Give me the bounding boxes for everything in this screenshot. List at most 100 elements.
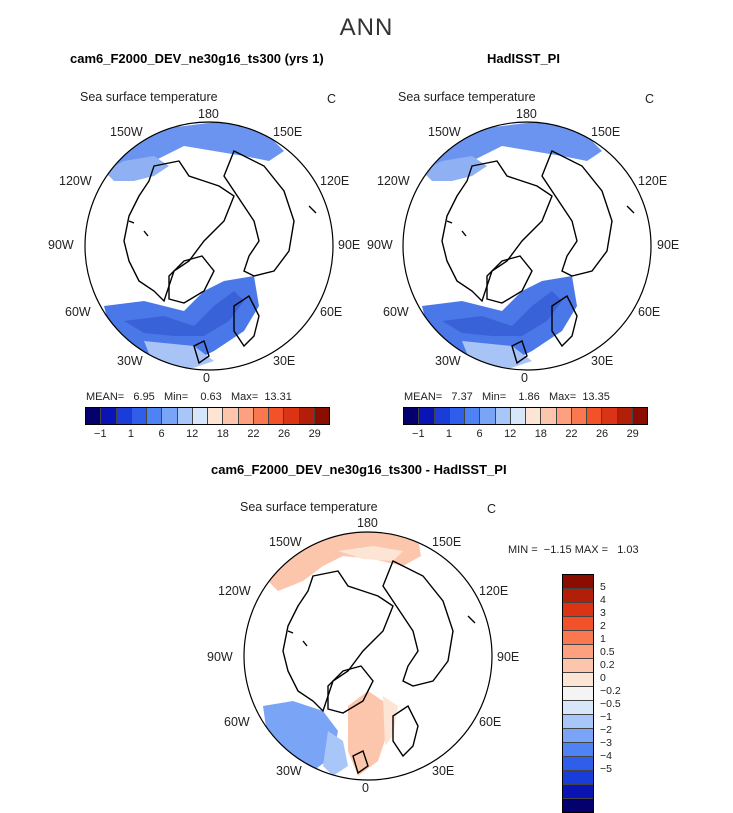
diff-colorbar-tick: 0.5 — [600, 646, 615, 658]
diff-colorbar-tick: 4 — [600, 594, 606, 606]
panel1-lon-90e: 90E — [338, 238, 361, 252]
coastline-greenland — [168, 255, 215, 304]
panel2-colorbar-swatch — [404, 408, 420, 424]
diff-colorbar-swatch — [563, 715, 593, 729]
diff-max: 1.03 — [617, 544, 639, 556]
panel2-colorbar-swatch — [587, 408, 603, 424]
panel2-colorbar-swatch — [510, 408, 526, 424]
panel1-units: C — [327, 92, 337, 106]
diff-atlantic-light-negative — [323, 731, 348, 776]
coastline-islands — [287, 615, 476, 647]
panel2-units: C — [645, 92, 655, 106]
panel1-colorbar-swatch — [238, 408, 254, 424]
diff-lon-120w: 120W — [218, 584, 251, 598]
panel2-lon-30e: 30E — [591, 354, 614, 368]
diff-colorbar-tick: 0 — [600, 672, 606, 684]
panel2-colorbar-tick: 29 — [626, 428, 639, 440]
panel1-colorbar-tick: 6 — [158, 428, 165, 440]
panel1-colorbar-tick: −1 — [94, 428, 107, 440]
diff-colorbar-swatch — [563, 743, 593, 757]
diff-colorbar — [562, 574, 594, 813]
panel1-colorbar-ticks: −1 1 6 12 18 22 26 29 — [85, 428, 330, 442]
diff-colorbar-swatch — [563, 757, 593, 771]
diff-pacific-light-region — [338, 546, 403, 561]
panel1-lon-120e: 120E — [320, 174, 350, 188]
diff-lon-90w: 90W — [207, 650, 233, 664]
diff-panel-variable: Sea surface temperature — [240, 500, 378, 514]
diff-lon-0: 0 — [362, 781, 369, 795]
coastline-scandinavia — [233, 294, 260, 348]
panel2-lon-180: 180 — [516, 107, 537, 121]
panel2-colorbar-tick: 22 — [565, 428, 578, 440]
panel1-lon-150e: 150E — [273, 125, 303, 139]
coastline-britain — [352, 750, 369, 775]
diff-colorbar-swatch — [563, 729, 593, 743]
diff-panel-stats: MIN = −1.15 MAX = 1.03 — [508, 544, 639, 556]
coastline-britain — [511, 340, 528, 365]
diff-nordic-light-region — [383, 696, 398, 746]
panel1-colorbar-swatch — [269, 408, 285, 424]
panel2-colorbar-swatch — [556, 408, 572, 424]
panel2-lon-90e: 90E — [657, 238, 680, 252]
panel1-colorbar-tick: 22 — [247, 428, 260, 440]
panel2-colorbar-swatch — [495, 408, 511, 424]
panel1-variable: Sea surface temperature — [80, 90, 218, 104]
panel2-colorbar-swatch — [541, 408, 557, 424]
panel1-stats: MEAN= 6.95 Min= 0.63 Max= 13.31 — [86, 391, 292, 403]
atlantic-cold-region — [124, 291, 244, 336]
panel1-colorbar-tick: 12 — [186, 428, 199, 440]
panel1-lon-150w: 150W — [110, 125, 143, 139]
panel1-min: 0.63 — [200, 391, 222, 403]
panel1-colorbar-tick: 29 — [308, 428, 321, 440]
panel1-lon-120w: 120W — [59, 174, 92, 188]
panel2-colorbar-swatch — [526, 408, 542, 424]
panel2-stats: MEAN= 7.37 Min= 1.86 Max= 13.35 — [404, 391, 610, 403]
coastline-scandinavia — [551, 294, 578, 348]
panel1-colorbar-swatch — [86, 408, 102, 424]
diff-colorbar-tick: 5 — [600, 581, 606, 593]
coastline-greenland — [327, 665, 374, 714]
coastline-scandinavia — [392, 704, 419, 758]
diff-colorbar-swatch — [563, 687, 593, 701]
panel1-colorbar-tick: 26 — [277, 428, 291, 440]
panel2-lon-60e: 60E — [638, 305, 661, 319]
panel1-colorbar-tick: 1 — [127, 428, 134, 440]
diff-colorbar-ticks: 5 4 3 2 1 0.5 0.2 0 −0.2 −0.5 −1 −2 −3 −4 −5 — [596, 574, 636, 794]
panel2-colorbar-swatch — [449, 408, 465, 424]
panel2-colorbar-tick: 18 — [534, 428, 547, 440]
diff-colorbar-swatch — [563, 785, 593, 799]
panel1-lon-60w: 60W — [65, 305, 91, 319]
coastline-greenland — [486, 255, 533, 304]
panel2-lon-90w: 90W — [367, 238, 393, 252]
coastline-eurasia — [541, 150, 613, 277]
atlantic-sst-region — [422, 276, 577, 366]
panel1-colorbar — [85, 407, 330, 425]
panel2-colorbar-swatch — [602, 408, 618, 424]
diff-colorbar-tick: −4 — [600, 750, 612, 762]
panel1-lon-30e: 30E — [273, 354, 296, 368]
diff-colorbar-tick: 2 — [600, 620, 606, 632]
panel1-colorbar-tick: 18 — [216, 428, 229, 440]
diff-colorbar-tick: 0.2 — [600, 659, 615, 671]
diff-colorbar-swatch — [563, 659, 593, 673]
coastline-britain — [193, 340, 210, 365]
panel2-colorbar-swatch — [632, 408, 647, 424]
diff-panel-polar-map — [243, 531, 493, 781]
diff-lon-120e: 120E — [479, 584, 509, 598]
panel1-colorbar-swatch — [208, 408, 224, 424]
diff-lon-30e: 30E — [432, 764, 455, 778]
panel2-title: HadISST_PI — [487, 51, 560, 66]
panel1-colorbar-swatch — [101, 408, 117, 424]
panel2-lon-30w: 30W — [435, 354, 461, 368]
panel2-lon-150w: 150W — [428, 125, 461, 139]
panel1-colorbar-swatch — [131, 408, 147, 424]
diff-colorbar-tick: −0.5 — [600, 698, 621, 710]
panel2-colorbar-swatch — [480, 408, 496, 424]
panel1-colorbar-swatch — [223, 408, 239, 424]
diff-panel-title: cam6_F2000_DEV_ne30g16_ts300 - HadISST_P… — [211, 462, 507, 477]
panel1-colorbar-swatch — [162, 408, 178, 424]
diff-lon-180: 180 — [357, 516, 378, 530]
panel2-mean: 7.37 — [451, 391, 473, 403]
diff-lon-60e: 60E — [479, 715, 502, 729]
panel2-colorbar-tick: 6 — [476, 428, 483, 440]
